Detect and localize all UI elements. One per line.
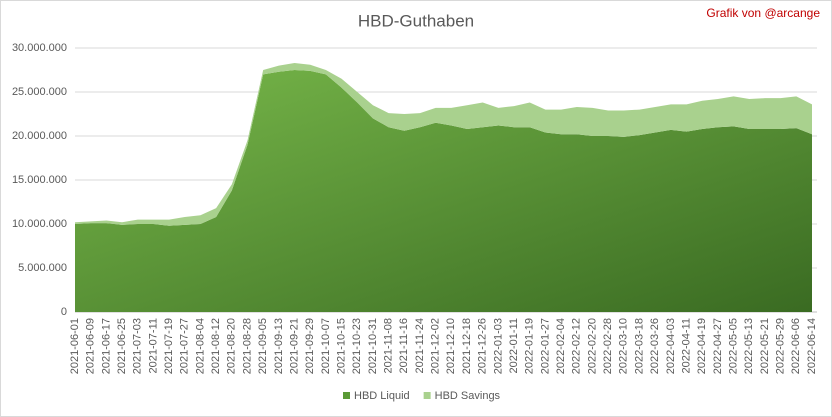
x-tick-label: 2021-09-05: [257, 318, 269, 374]
legend-label: HBD Savings: [435, 390, 501, 402]
x-tick-label: 2022-04-03: [665, 318, 677, 374]
x-tick-label: 2021-10-23: [351, 318, 363, 374]
area: [75, 70, 812, 312]
x-tick-label: 2022-02-04: [555, 318, 567, 374]
x-tick-label: 2021-06-09: [85, 318, 97, 374]
y-tick-label: 25.000.000: [12, 86, 67, 98]
x-tick-label: 2021-07-27: [179, 318, 191, 374]
x-tick-label: 2022-05-05: [728, 318, 740, 374]
x-tick-label: 2021-08-12: [210, 318, 222, 374]
x-tick-label: 2021-09-21: [288, 318, 300, 374]
y-tick-label: 10.000.000: [12, 218, 67, 230]
x-tick-label: 2022-02-20: [586, 318, 598, 374]
x-tick-label: 2021-12-10: [445, 318, 457, 374]
x-tick-label: 2021-11-08: [383, 318, 395, 373]
x-tick-label: 2021-11-24: [414, 318, 426, 373]
x-tick-label: 2021-07-03: [132, 318, 144, 374]
y-tick-label: 30.000.000: [12, 42, 67, 54]
x-tick-label: 2022-01-03: [492, 318, 504, 374]
x-tick-label: 2021-12-02: [430, 318, 442, 374]
x-tick-label: 2021-07-19: [163, 318, 175, 374]
x-tick-label: 2021-08-28: [241, 318, 253, 374]
x-tick-label: 2021-10-07: [320, 318, 332, 374]
x-tick-label: 2022-02-12: [571, 318, 583, 374]
legend-swatch: [423, 392, 431, 399]
x-tick-label: 2022-05-29: [775, 318, 787, 374]
y-tick-label: 15.000.000: [12, 174, 67, 186]
y-tick-label: 0: [61, 306, 67, 318]
x-tick-label: 2021-07-11: [147, 318, 159, 373]
x-tick-label: 2021-08-20: [226, 318, 238, 374]
legend: HBD Liquid HBD Savings: [343, 390, 501, 402]
x-tick-label: 2022-03-26: [649, 318, 661, 374]
x-tick-label: 2022-05-21: [759, 318, 771, 374]
x-tick-label: 2021-09-29: [304, 318, 316, 374]
x-tick-label: 2021-06-25: [116, 318, 128, 374]
x-tick-label: 2022-01-27: [539, 318, 551, 374]
x-tick-label: 2021-09-13: [273, 318, 285, 374]
x-tick-label: 2021-12-26: [477, 318, 489, 374]
x-tick-label: 2021-11-16: [398, 318, 410, 373]
x-tick-label: 2022-04-27: [712, 318, 724, 374]
y-tick-label: 5.000.000: [18, 262, 67, 274]
annotation: Grafik von @arcange: [706, 6, 820, 20]
x-tick-label: 2022-03-10: [618, 318, 630, 374]
x-tick-label: 2022-02-28: [602, 318, 614, 374]
y-tick-label: 20.000.000: [12, 130, 67, 142]
x-tick-label: 2021-12-18: [461, 318, 473, 374]
x-tick-label: 2022-04-11: [680, 318, 692, 373]
legend-label: HBD Liquid: [354, 390, 410, 402]
legend-swatch: [343, 392, 350, 399]
x-tick-label: 2022-01-11: [508, 318, 520, 373]
x-tick-label: 2022-03-18: [633, 318, 645, 374]
x-tick-label: 2022-06-14: [806, 318, 818, 374]
x-tick-label: 2021-06-01: [69, 318, 81, 374]
x-tick-label: 2021-06-17: [100, 318, 112, 374]
x-tick-label: 2021-10-31: [367, 318, 379, 374]
x-tick-label: 2022-01-19: [524, 318, 536, 374]
x-tick-label: 2022-05-13: [743, 318, 755, 374]
x-tick-label: 2021-08-04: [194, 318, 206, 374]
plot: [75, 62, 812, 312]
x-tick-label: 2022-06-06: [790, 318, 802, 374]
chart-title: HBD-Guthaben: [358, 11, 474, 30]
axis-labels: 0 5.000.000 10.000.000 15.000.000 20.000.000…: [12, 42, 818, 374]
x-tick-label: 2022-04-19: [696, 318, 708, 374]
x-tick-label: 2021-10-15: [335, 318, 347, 374]
